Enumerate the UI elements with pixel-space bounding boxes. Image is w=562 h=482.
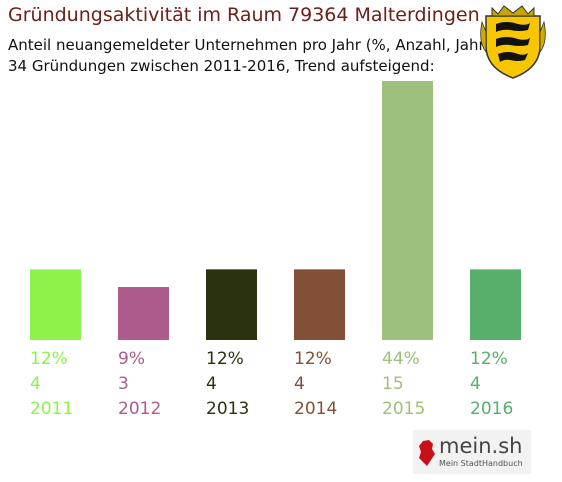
bar-2012: [118, 287, 169, 340]
mein-sh-logo[interactable]: mein.sh Mein StadtHandbuch: [413, 430, 531, 474]
count-label-2014: 4: [294, 374, 305, 394]
year-label-2015: 2015: [382, 399, 425, 419]
percent-label-2014: 12%: [294, 349, 332, 369]
bar-2015: [382, 81, 433, 340]
coat-of-arms-icon: [480, 5, 546, 79]
percent-label-2011: 12%: [30, 349, 68, 369]
year-label-2016: 2016: [470, 399, 513, 419]
percent-label-2012: 9%: [118, 349, 145, 369]
bar-2016: [470, 269, 521, 340]
chart-labels: 12% 4 2011 9% 3 2012 12% 4 2013 12% 4 2014 44% 15 2015…: [30, 349, 513, 419]
year-label-2013: 2013: [206, 399, 249, 419]
count-label-2013: 4: [206, 374, 217, 394]
year-label-2014: 2014: [294, 399, 337, 419]
bar-2014: [294, 269, 345, 340]
chart-subtitle-measure: Anteil neuangemeldeter Unternehmen pro J…: [8, 36, 491, 54]
percent-label-2015: 44%: [382, 349, 420, 369]
year-label-2011: 2011: [30, 399, 73, 419]
count-label-2015: 15: [382, 374, 404, 394]
count-label-2016: 4: [470, 374, 481, 394]
bar-2013: [206, 269, 257, 340]
percent-label-2013: 12%: [206, 349, 244, 369]
count-label-2011: 4: [30, 374, 41, 394]
germany-map-pin-icon: [419, 440, 435, 466]
chart-subtitle-summary: 34 Gründungen zwischen 2011-2016, Trend …: [8, 57, 435, 75]
logo-tagline: Mein StadtHandbuch: [439, 459, 523, 468]
year-label-2012: 2012: [118, 399, 161, 419]
percent-label-2016: 12%: [470, 349, 508, 369]
logo-text: mein.sh: [439, 434, 523, 458]
chart-title: Gründungsaktivität im Raum 79364 Malterd…: [8, 4, 480, 26]
bar-2011: [30, 269, 81, 340]
chart-bars: [30, 81, 521, 340]
count-label-2012: 3: [118, 374, 129, 394]
